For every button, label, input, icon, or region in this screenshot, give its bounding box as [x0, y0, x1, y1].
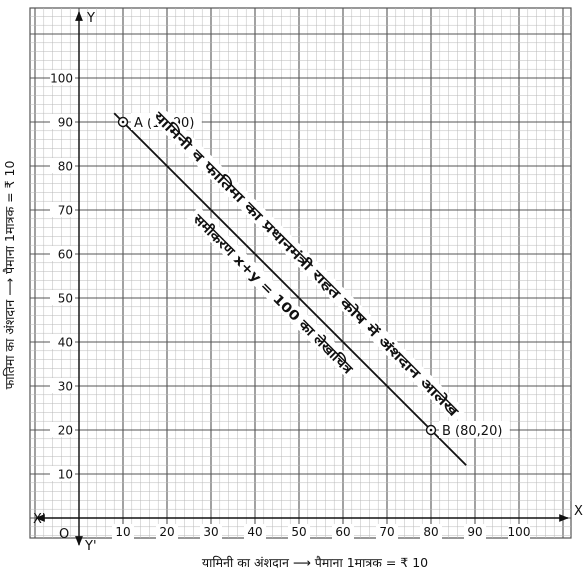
point-dot-B [429, 428, 433, 432]
x-tick-label-bg [112, 524, 134, 539]
x-tick-label-bg [156, 524, 178, 539]
y-tick-label-bg [50, 70, 75, 85]
grid [29, 7, 572, 539]
y-tick-label: 10 [58, 468, 73, 482]
axes: X X' Y Y' O [33, 11, 583, 554]
x-tick-label-bg [376, 524, 398, 539]
point-label-B: B (80,20) [442, 424, 502, 439]
y-axis-title-group: फातिमा का अंशदान ⟶ पैमाना 1मात्रक = ₹ 10 [2, 161, 17, 390]
y-tick-label-bg [50, 466, 75, 481]
x-tick-label: 30 [203, 525, 218, 539]
x-tick-label-bg [244, 524, 266, 539]
x-tick-label-bg [464, 524, 486, 539]
x-tick-label-bg [508, 524, 530, 539]
point-label-bg-B [439, 421, 510, 438]
x-tick-label: 80 [423, 525, 438, 539]
grid-border [29, 7, 572, 539]
y-tick-label: 20 [58, 424, 73, 438]
x-tick-label: 10 [115, 525, 130, 539]
y-tick-label-bg [50, 378, 75, 393]
x-tick-label: 60 [335, 525, 350, 539]
x-tick-label-bg [288, 524, 310, 539]
y-tick-label: 100 [50, 72, 73, 86]
y-tick-label: 90 [58, 116, 73, 130]
point-dot-A [121, 120, 125, 124]
y-tick-label: 60 [58, 248, 73, 262]
y-tick-label: 30 [58, 380, 73, 394]
y-tick-label-bg [50, 422, 75, 437]
x-axis-title: यामिनी का अंशदान ⟶ पैमाना 1मात्रक = ₹ 10 [202, 555, 428, 570]
y-tick-label: 70 [58, 204, 73, 218]
x-tick-label: 90 [467, 525, 482, 539]
y-tick-label: 40 [58, 336, 73, 350]
x-tick-label-bg [420, 524, 442, 539]
x-prime-axis-letter: X' [33, 512, 45, 527]
x-tick-label: 40 [247, 525, 262, 539]
tick-labels: 10 20 30 40 50 60 70 80 90 100 10 20 30 40 50 60 70 80 90 1… [50, 70, 530, 539]
x-tick-label-bg [200, 524, 222, 539]
axis-titles: यामिनी का अंशदान ⟶ पैमाना 1मात्रक = ₹ 10… [2, 161, 428, 570]
y-tick-label: 50 [58, 292, 73, 306]
y-prime-axis-letter: Y' [84, 539, 97, 554]
y-tick-label: 80 [58, 160, 73, 174]
x-tick-label: 20 [159, 525, 174, 539]
y-tick-label-bg [50, 114, 75, 129]
y-tick-label-bg [50, 334, 75, 349]
y-tick-label-bg [50, 290, 75, 305]
x-axis-letter: X [574, 504, 583, 519]
x-tick-label: 100 [508, 525, 531, 539]
x-tick-label-bg [332, 524, 354, 539]
annotation-2-bg [187, 206, 361, 380]
series-line [113, 112, 467, 466]
annotations: यामिनी व फातिमा का प्रधानमंत्री राहत कोष… [147, 103, 467, 423]
annotation-1: यामिनी व फातिमा का प्रधानमंत्री राहत कोष… [149, 108, 462, 421]
annotation-1-bg [147, 103, 467, 423]
origin-label: O [59, 527, 69, 542]
y-axis-letter: Y [86, 11, 95, 26]
y-tick-label-bg [50, 246, 75, 261]
x-tick-label: 70 [379, 525, 394, 539]
y-tick-label-bg [50, 202, 75, 217]
y-axis-title: फातिमा का अंशदान ⟶ पैमाना 1मात्रक = ₹ 10 [2, 161, 17, 390]
series: A (10,90)B (80,20) [113, 112, 510, 466]
y-tick-label-bg [50, 158, 75, 173]
x-tick-label: 50 [291, 525, 306, 539]
annotation-1-group: यामिनी व फातिमा का प्रधानमंत्री राहत कोष… [147, 103, 467, 423]
